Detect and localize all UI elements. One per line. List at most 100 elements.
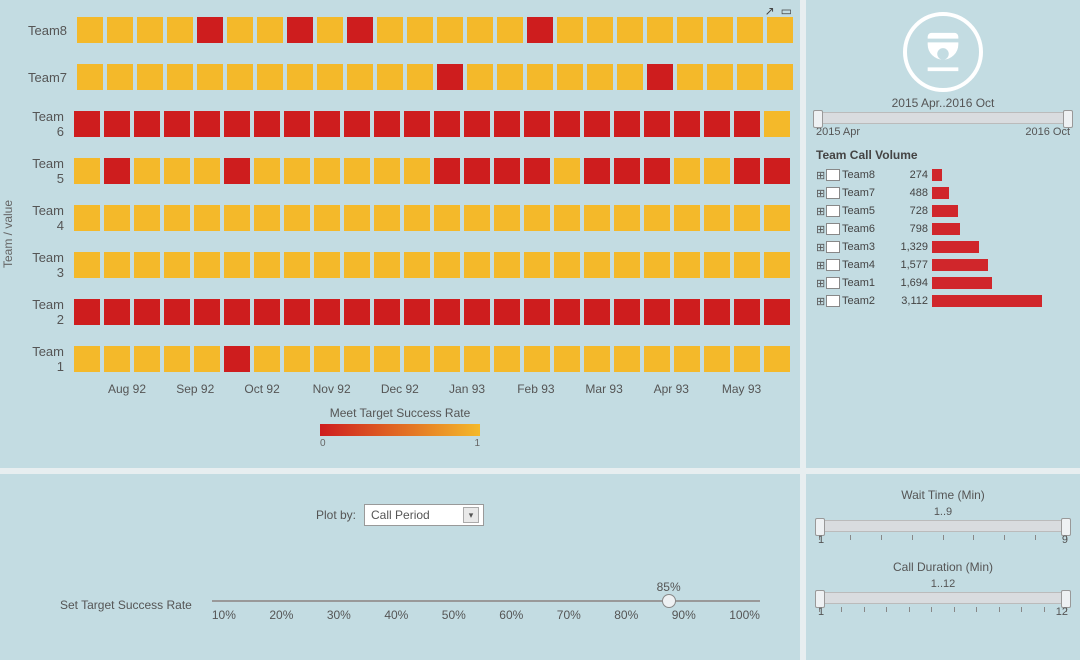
heatmap-cell[interactable] bbox=[77, 64, 103, 90]
heatmap-cell[interactable] bbox=[317, 64, 343, 90]
heatmap-cell[interactable] bbox=[647, 17, 673, 43]
heatmap-cell[interactable] bbox=[677, 17, 703, 43]
heatmap-cell[interactable] bbox=[194, 158, 220, 184]
heatmap-cell[interactable] bbox=[254, 158, 280, 184]
heatmap-cell[interactable] bbox=[704, 205, 730, 231]
heatmap-cell[interactable] bbox=[137, 64, 163, 90]
expand-icon[interactable]: ⊞ bbox=[816, 187, 826, 200]
wait-time-track[interactable] bbox=[818, 520, 1068, 532]
heatmap-cell[interactable] bbox=[704, 252, 730, 278]
heatmap-cell[interactable] bbox=[764, 158, 790, 184]
heatmap-cell[interactable] bbox=[344, 299, 370, 325]
heatmap-cell[interactable] bbox=[494, 158, 520, 184]
heatmap-cell[interactable] bbox=[767, 17, 793, 43]
heatmap-cell[interactable] bbox=[104, 252, 130, 278]
heatmap-cell[interactable] bbox=[557, 17, 583, 43]
heatmap-cell[interactable] bbox=[404, 252, 430, 278]
heatmap-cell[interactable] bbox=[614, 252, 640, 278]
heatmap-cell[interactable] bbox=[344, 158, 370, 184]
bar-row-checkbox[interactable] bbox=[826, 241, 840, 253]
heatmap-cell[interactable] bbox=[254, 252, 280, 278]
target-slider[interactable]: 85% 10%20%30%40%50%60%70%80%90%100% bbox=[212, 584, 760, 622]
heatmap-cell[interactable] bbox=[494, 205, 520, 231]
heatmap-cell[interactable] bbox=[224, 205, 250, 231]
bar-row-checkbox[interactable] bbox=[826, 187, 840, 199]
heatmap-cell[interactable] bbox=[284, 299, 310, 325]
heatmap-cell[interactable] bbox=[434, 111, 460, 137]
call-duration-slider[interactable]: Call Duration (Min) 1..12 1 12 bbox=[818, 560, 1068, 618]
heatmap-cell[interactable] bbox=[497, 64, 523, 90]
heatmap-cell[interactable] bbox=[707, 17, 733, 43]
heatmap-cell[interactable] bbox=[164, 205, 190, 231]
heatmap-cell[interactable] bbox=[104, 346, 130, 372]
heatmap-cell[interactable] bbox=[644, 205, 670, 231]
heatmap-cell[interactable] bbox=[134, 252, 160, 278]
heatmap-cell[interactable] bbox=[284, 252, 310, 278]
heatmap-cell[interactable] bbox=[764, 252, 790, 278]
heatmap-cell[interactable] bbox=[164, 111, 190, 137]
heatmap-cell[interactable] bbox=[374, 111, 400, 137]
heatmap-cell[interactable] bbox=[224, 346, 250, 372]
heatmap-cell[interactable] bbox=[674, 252, 700, 278]
heatmap-cell[interactable] bbox=[404, 205, 430, 231]
heatmap-cell[interactable] bbox=[614, 299, 640, 325]
heatmap-cell[interactable] bbox=[617, 64, 643, 90]
heatmap-cell[interactable] bbox=[377, 17, 403, 43]
heatmap-cell[interactable] bbox=[464, 158, 490, 184]
heatmap-cell[interactable] bbox=[374, 252, 400, 278]
heatmap-cell[interactable] bbox=[314, 299, 340, 325]
heatmap-cell[interactable] bbox=[767, 64, 793, 90]
bar-row-checkbox[interactable] bbox=[826, 277, 840, 289]
heatmap-cell[interactable] bbox=[554, 346, 580, 372]
heatmap-cell[interactable] bbox=[464, 205, 490, 231]
heatmap-cell[interactable] bbox=[374, 158, 400, 184]
heatmap-cell[interactable] bbox=[404, 158, 430, 184]
heatmap-cell[interactable] bbox=[134, 205, 160, 231]
heatmap-cell[interactable] bbox=[194, 252, 220, 278]
heatmap-cell[interactable] bbox=[194, 346, 220, 372]
heatmap-cell[interactable] bbox=[527, 64, 553, 90]
heatmap-cell[interactable] bbox=[494, 299, 520, 325]
heatmap-cell[interactable] bbox=[644, 111, 670, 137]
heatmap-cell[interactable] bbox=[554, 299, 580, 325]
heatmap-cell[interactable] bbox=[734, 205, 760, 231]
heatmap-cell[interactable] bbox=[644, 299, 670, 325]
heatmap-cell[interactable] bbox=[614, 205, 640, 231]
expand-icon[interactable]: ⊞ bbox=[816, 295, 826, 308]
heatmap-cell[interactable] bbox=[464, 346, 490, 372]
bar-row-checkbox[interactable] bbox=[826, 259, 840, 271]
heatmap-cell[interactable] bbox=[617, 17, 643, 43]
heatmap-cell[interactable] bbox=[464, 299, 490, 325]
heatmap-cell[interactable] bbox=[524, 299, 550, 325]
heatmap-cell[interactable] bbox=[467, 17, 493, 43]
heatmap-cell[interactable] bbox=[734, 346, 760, 372]
heatmap-cell[interactable] bbox=[104, 158, 130, 184]
heatmap-cell[interactable] bbox=[404, 111, 430, 137]
heatmap-cell[interactable] bbox=[554, 205, 580, 231]
wait-time-slider[interactable]: Wait Time (Min) 1..9 1 9 bbox=[818, 488, 1068, 546]
heatmap-cell[interactable] bbox=[374, 299, 400, 325]
heatmap-cell[interactable] bbox=[764, 205, 790, 231]
heatmap-cell[interactable] bbox=[74, 158, 100, 184]
bar-row-checkbox[interactable] bbox=[826, 205, 840, 217]
heatmap-cell[interactable] bbox=[524, 205, 550, 231]
heatmap-cell[interactable] bbox=[287, 17, 313, 43]
heatmap-cell[interactable] bbox=[134, 299, 160, 325]
heatmap-cell[interactable] bbox=[584, 299, 610, 325]
heatmap-cell[interactable] bbox=[164, 252, 190, 278]
heatmap-cell[interactable] bbox=[194, 299, 220, 325]
expand-icon[interactable]: ⊞ bbox=[816, 259, 826, 272]
heatmap-cell[interactable] bbox=[167, 17, 193, 43]
heatmap-cell[interactable] bbox=[674, 158, 700, 184]
heatmap-cell[interactable] bbox=[404, 299, 430, 325]
heatmap-cell[interactable] bbox=[614, 111, 640, 137]
heatmap-cell[interactable] bbox=[227, 64, 253, 90]
heatmap-cell[interactable] bbox=[434, 205, 460, 231]
heatmap-cell[interactable] bbox=[467, 64, 493, 90]
heatmap-cell[interactable] bbox=[407, 17, 433, 43]
heatmap-cell[interactable] bbox=[524, 346, 550, 372]
bar-row-checkbox[interactable] bbox=[826, 223, 840, 235]
chevron-down-icon[interactable]: ▾ bbox=[463, 507, 479, 523]
heatmap-cell[interactable] bbox=[224, 252, 250, 278]
heatmap-cell[interactable] bbox=[284, 111, 310, 137]
